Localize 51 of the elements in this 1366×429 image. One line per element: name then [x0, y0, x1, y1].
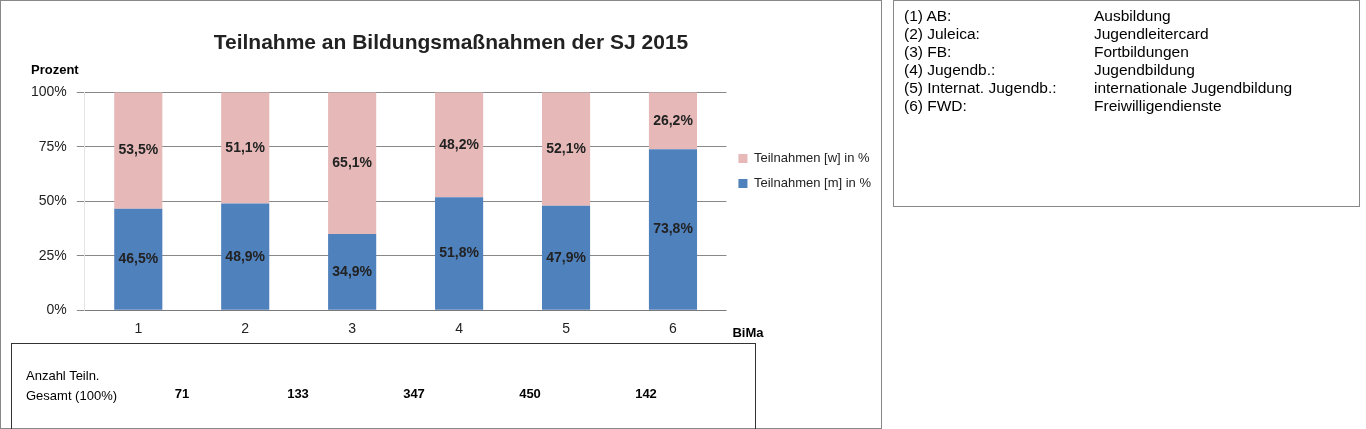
data-label: 48,9%	[225, 247, 266, 264]
y-tick-label: 75%	[38, 137, 67, 154]
text: 142	[635, 386, 657, 401]
legend-label: Teilnahmen [w] in %	[753, 150, 870, 166]
data-label: 52,1%	[546, 139, 587, 156]
y-tick-label: 0%	[46, 301, 67, 318]
x-tick-label: 2	[241, 320, 250, 337]
text: 450	[519, 386, 541, 401]
x-axis-title: BiMa	[732, 324, 765, 340]
bar	[435, 92, 484, 198]
data-label: 73,8%	[653, 220, 694, 237]
text: (5) Internat. Jugendb.: internationale Jugendbildung	[904, 79, 1293, 96]
data-label: 47,9%	[546, 248, 587, 265]
data-label: 51,1%	[225, 138, 266, 155]
bar	[221, 92, 270, 204]
y-tick-label: 100%	[30, 83, 67, 100]
data-label: 46,5%	[118, 250, 159, 267]
bar	[114, 208, 163, 310]
x-tick-label: 5	[562, 320, 571, 337]
bar	[541, 92, 591, 206]
data-label: 53,5%	[118, 141, 159, 158]
data-label: 34,9%	[332, 262, 373, 279]
text: (2) Juleica: Jugendleitercard	[904, 25, 1209, 42]
data-label: 65,1%	[332, 154, 373, 171]
data-label: 48,2%	[439, 135, 480, 152]
y-tick-label: 50%	[38, 192, 67, 209]
text: Anzahl Teiln. Gesamt (100%)	[26, 367, 118, 405]
data-label: 51,8%	[439, 244, 480, 261]
bar	[541, 205, 591, 310]
bar	[114, 92, 163, 209]
x-tick-label: 4	[455, 320, 464, 337]
bar	[328, 234, 377, 310]
y-tick-label: 25%	[38, 246, 67, 263]
bar	[328, 92, 377, 235]
x-tick-label: 3	[348, 320, 357, 337]
text: (1) AB: Ausbildung	[904, 7, 1171, 24]
bar	[221, 203, 270, 310]
text: 347	[403, 386, 425, 401]
text: (3) FB: Fortbildungen	[904, 43, 1189, 60]
text: (4) Jugendb.: Jugendbildung	[904, 61, 1195, 78]
chart-title: Teilnahme an Bildungsmaßnahmen der SJ 2015	[213, 30, 689, 54]
text: 71	[174, 386, 190, 401]
bar	[648, 149, 698, 310]
text: (6) FWD: Freiwilligendienste	[904, 97, 1222, 114]
legend-label: Teilnahmen [m] in %	[753, 175, 872, 191]
y-axis-title: Prozent	[30, 61, 80, 77]
x-tick-label: 6	[669, 320, 678, 337]
x-tick-label: 1	[134, 320, 143, 337]
bar	[435, 197, 484, 310]
data-label: 26,2%	[653, 111, 694, 128]
text: 133	[287, 386, 309, 401]
